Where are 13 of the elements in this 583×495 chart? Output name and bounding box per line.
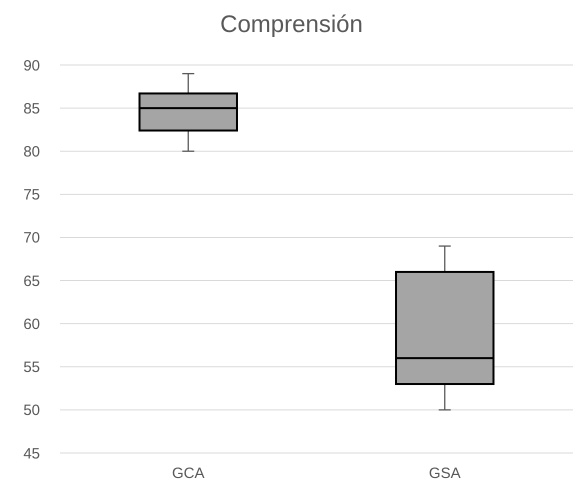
y-tick-label: 45 [23,445,40,462]
y-tick-label: 55 [23,359,40,376]
chart-title: Comprensión [220,11,363,38]
y-tick-label: 90 [23,57,40,74]
y-tick-label: 85 [23,100,40,118]
y-tick-label: 70 [23,230,40,247]
x-tick-label: GCA [172,465,205,482]
y-tick-label: 50 [23,402,40,420]
y-tick-label: 75 [23,186,40,204]
x-tick-label: GSA [428,465,461,482]
y-tick-label: 80 [23,143,40,160]
y-tick-label: 65 [23,272,40,290]
y-tick-label: 60 [23,316,40,333]
